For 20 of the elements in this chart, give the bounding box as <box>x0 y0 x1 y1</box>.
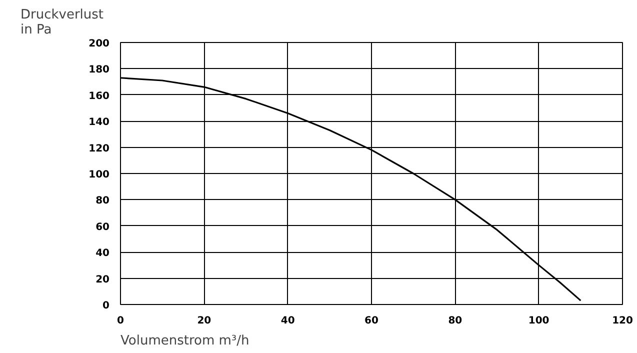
y-tick-label: 140 <box>88 117 110 128</box>
x-tick-label: 80 <box>448 316 462 326</box>
x-axis-title: Volumenstrom m³/h <box>120 334 250 348</box>
y-tick-label: 0 <box>102 300 110 312</box>
y-tick-label: 120 <box>88 143 110 154</box>
y-tick-label: 80 <box>96 196 110 207</box>
y-axis-title: Druckverlust in Pa <box>20 8 104 38</box>
y-tick-label: 180 <box>88 64 110 76</box>
y-tick-label: 200 <box>88 38 110 50</box>
x-tick-label: 0 <box>117 316 124 326</box>
y-tick-label: 60 <box>96 222 110 233</box>
y-tick-label: 100 <box>88 170 110 180</box>
x-tick-label: 120 <box>612 316 633 326</box>
y-tick-label: 160 <box>88 90 110 102</box>
x-tick-label: 20 <box>197 316 212 326</box>
x-tick-label: 40 <box>280 316 295 326</box>
x-tick-label: 60 <box>364 316 378 326</box>
x-tick-label: 100 <box>528 316 550 326</box>
y-tick-label: 40 <box>96 248 110 260</box>
y-tick-label: 20 <box>96 274 110 286</box>
